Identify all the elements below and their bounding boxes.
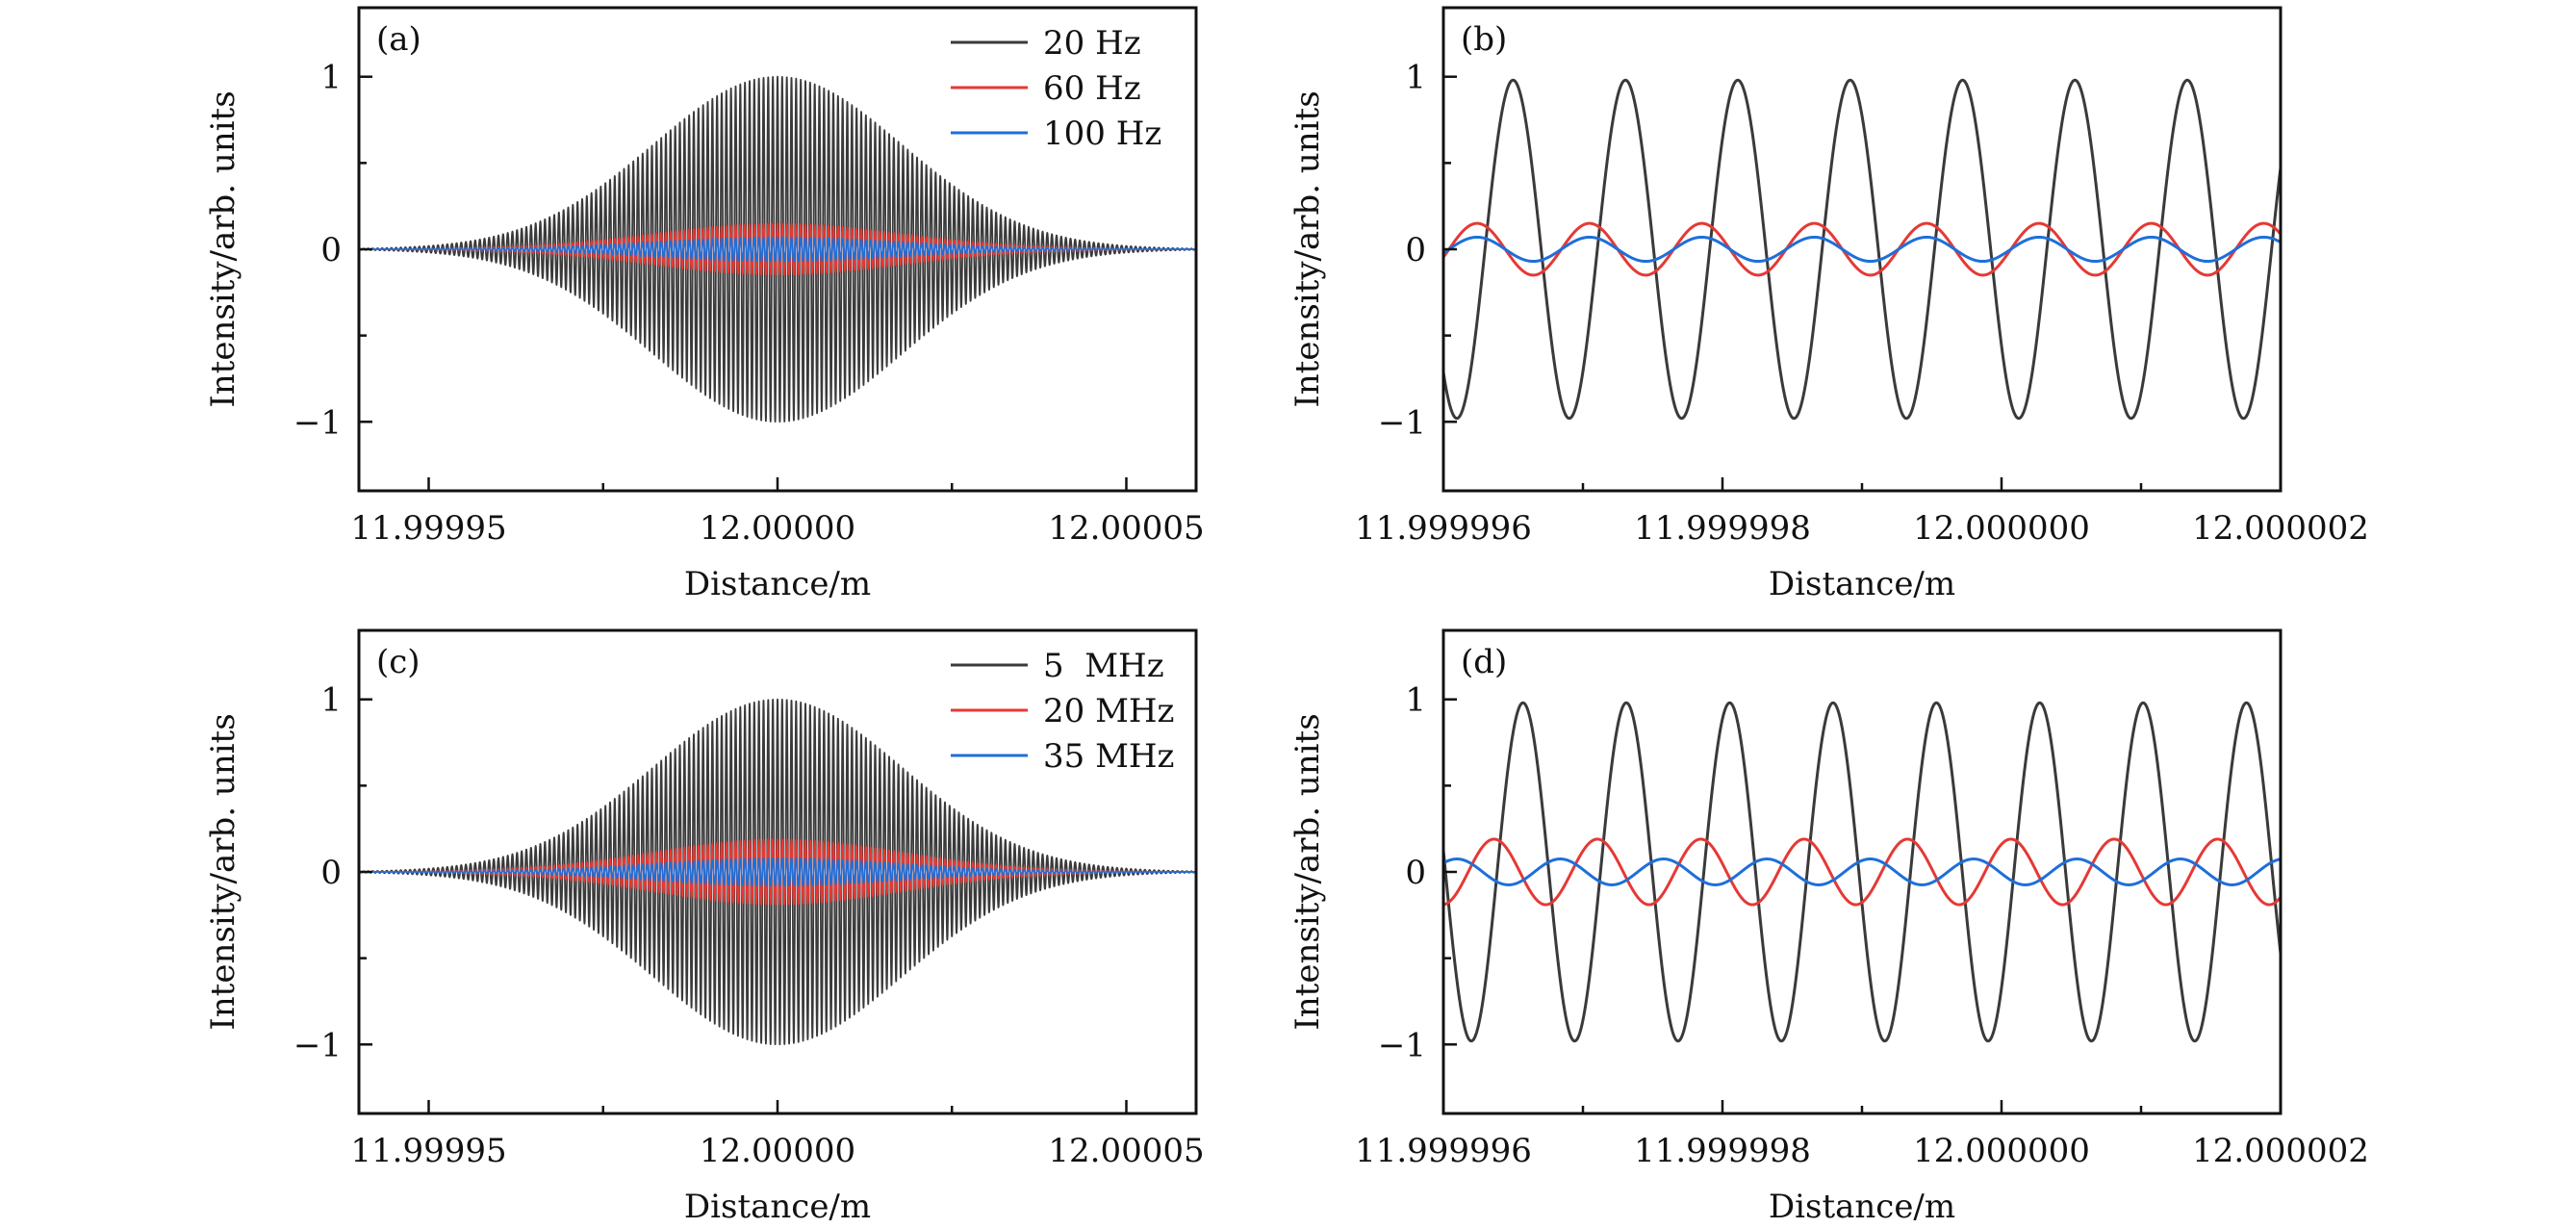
series-line-2 bbox=[1443, 837, 2281, 907]
y-axis-title: Intensity/arb. units bbox=[204, 713, 242, 1030]
x-tick-label: 12.000000 bbox=[1913, 1132, 2090, 1170]
y-tick-label: −1 bbox=[1378, 403, 1426, 442]
x-tick-label: 11.999996 bbox=[1355, 509, 1532, 548]
y-tick-label: −1 bbox=[1378, 1026, 1426, 1064]
legend-label: 60 Hz bbox=[1043, 69, 1141, 108]
plot-area bbox=[359, 698, 1196, 1046]
series-line-2 bbox=[359, 838, 1196, 906]
x-tick-label: 11.999998 bbox=[1634, 1132, 1811, 1170]
x-tick-label: 12.000002 bbox=[2192, 509, 2369, 548]
y-tick-label: 1 bbox=[320, 59, 342, 97]
panel-c: 11.99995 12.00000 12.00005 −1 0 1 Distance/m In… bbox=[204, 628, 1205, 1226]
series-line-1 bbox=[359, 75, 1196, 423]
y-tick-label: 0 bbox=[1405, 854, 1426, 892]
x-axis-title: Distance/m bbox=[684, 1188, 871, 1226]
y-tick-label: 1 bbox=[1405, 681, 1426, 720]
x-axis-title: Distance/m bbox=[684, 565, 871, 603]
legend-label: 100 Hz bbox=[1043, 115, 1161, 153]
plot-area bbox=[359, 75, 1196, 423]
panel-label: (d) bbox=[1461, 643, 1507, 681]
x-tick-label: 11.99995 bbox=[350, 1132, 506, 1170]
y-axis-title: Intensity/arb. units bbox=[1288, 713, 1327, 1030]
series-line-2 bbox=[1443, 221, 2281, 277]
x-tick-label: 12.000002 bbox=[2192, 1132, 2369, 1170]
x-axis-title: Distance/m bbox=[1769, 1188, 1955, 1226]
y-tick-label: −1 bbox=[293, 403, 342, 442]
legend-label: 35 MHz bbox=[1043, 737, 1174, 776]
legend-label: 20 MHz bbox=[1043, 692, 1174, 730]
x-tick-label: 12.00000 bbox=[700, 1132, 855, 1170]
legend: 20 Hz 60 Hz 100 Hz bbox=[951, 24, 1161, 153]
panel-b: 11.999996 11.999998 12.000000 12.000002 −1 0 1… bbox=[1288, 6, 2369, 603]
plot-area bbox=[1443, 78, 2281, 421]
y-tick-label: 0 bbox=[1405, 231, 1426, 269]
series-line-3 bbox=[359, 857, 1196, 887]
x-tick-label: 11.999996 bbox=[1355, 1132, 1532, 1170]
plot-area bbox=[1443, 701, 2281, 1043]
x-axis-title: Distance/m bbox=[1769, 565, 1955, 603]
series-line-3 bbox=[359, 236, 1196, 263]
panel-d: 11.999996 11.999998 12.000000 12.000002 −1 0 1… bbox=[1288, 628, 2369, 1226]
series-line-1 bbox=[359, 698, 1196, 1046]
series-line-3 bbox=[1443, 235, 2281, 264]
panel-label: (b) bbox=[1461, 20, 1507, 59]
x-tick-label: 12.00000 bbox=[700, 509, 855, 548]
legend-label: 5 MHz bbox=[1043, 647, 1164, 685]
y-tick-label: 1 bbox=[320, 681, 342, 720]
y-axis-title: Intensity/arb. units bbox=[1288, 90, 1327, 407]
panel-label: (c) bbox=[376, 643, 421, 681]
x-tick-label: 11.99995 bbox=[350, 509, 506, 548]
x-tick-label: 12.00005 bbox=[1048, 1132, 1204, 1170]
series-line-2 bbox=[359, 222, 1196, 276]
x-tick-label: 11.999998 bbox=[1634, 509, 1811, 548]
y-tick-label: −1 bbox=[293, 1026, 342, 1064]
y-tick-label: 1 bbox=[1405, 59, 1426, 97]
x-tick-label: 12.00005 bbox=[1048, 509, 1204, 548]
y-axis-title: Intensity/arb. units bbox=[204, 90, 242, 407]
legend: 5 MHz 20 MHz 35 MHz bbox=[951, 647, 1174, 776]
panel-label: (a) bbox=[376, 20, 421, 59]
series-line-3 bbox=[1443, 857, 2281, 886]
x-tick-label: 12.000000 bbox=[1913, 509, 2090, 548]
series-line-1 bbox=[1443, 78, 2281, 421]
panel-a: 11.99995 12.00000 12.00005 −1 0 1 Distance/m In… bbox=[204, 6, 1205, 603]
y-tick-label: 0 bbox=[320, 854, 342, 892]
legend-label: 20 Hz bbox=[1043, 24, 1141, 63]
y-tick-label: 0 bbox=[320, 231, 342, 269]
